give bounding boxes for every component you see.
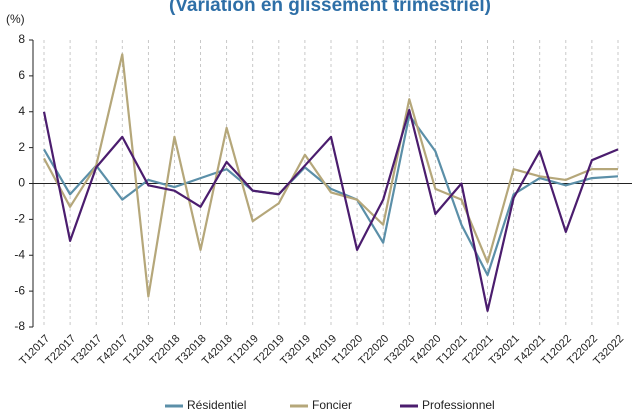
legend-label: Résidentiel (187, 398, 246, 412)
y-tick-label: 0 (18, 176, 25, 190)
y-tick-label: -2 (14, 212, 25, 226)
y-tick-label: -8 (14, 319, 25, 333)
y-axis-label: (%) (6, 12, 25, 26)
y-tick-label: 8 (18, 32, 25, 46)
y-tick-label: 6 (18, 68, 25, 82)
y-tick-label: -4 (14, 247, 25, 261)
y-tick-label: -6 (14, 283, 25, 297)
series-line (43, 53, 618, 298)
legend-label: Professionnel (422, 398, 495, 412)
y-tick-label: 2 (18, 140, 25, 154)
series-line (43, 114, 619, 277)
legend-label: Foncier (312, 398, 352, 412)
chart-title: (Variation en glissement trimestriel) (169, 0, 491, 16)
y-tick-label: 4 (18, 104, 25, 118)
series-line (42, 108, 619, 312)
